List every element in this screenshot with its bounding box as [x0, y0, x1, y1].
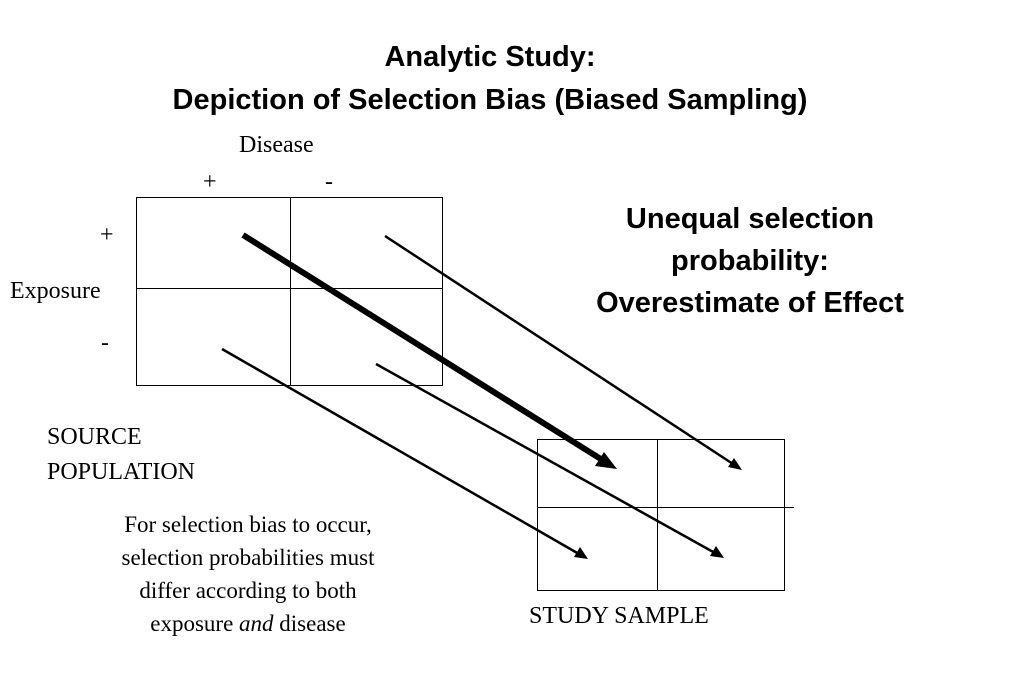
source-population-table: [136, 197, 443, 386]
arrow-exposed-diseased: [241, 232, 617, 469]
note-line-4-emphasis: and: [239, 611, 274, 636]
disease-plus-label: +: [203, 169, 217, 195]
exposure-plus-label: +: [100, 222, 114, 248]
title-line-2: Depiction of Selection Bias (Biased Samp…: [172, 84, 808, 116]
diagram-title: Analytic Study: Depiction of Selection B…: [0, 36, 980, 122]
note-line-4-post: disease: [273, 611, 346, 636]
title-line-1: Analytic Study:: [384, 41, 596, 73]
callout-line-2: probability:: [671, 245, 829, 277]
source-table-divider-vertical: [290, 198, 291, 385]
note-line-4-pre: exposure: [150, 611, 240, 636]
exposure-minus-label: -: [101, 330, 109, 356]
source-table-divider-horizontal: [137, 288, 442, 289]
study-sample-label: STUDY SAMPLE: [529, 603, 709, 629]
study-sample-table: [537, 439, 794, 591]
source-population-label: SOURCE POPULATION: [47, 420, 195, 490]
footnote-text: For selection bias to occur, selection p…: [60, 508, 436, 640]
note-line-1: For selection bias to occur,: [124, 512, 372, 537]
callout-line-1: Unequal selection: [625, 203, 875, 235]
source-label-line-2: POPULATION: [47, 459, 196, 485]
arrow-unexposed-nondiseased: [375, 362, 724, 558]
note-line-3: differ according to both: [139, 578, 357, 603]
note-line-2: selection probabilities must: [121, 545, 375, 570]
disease-minus-label: -: [325, 169, 333, 195]
source-label-line-1: SOURCE: [47, 424, 142, 450]
note-line-4: exposure and disease: [60, 607, 436, 640]
sample-table-divider-vertical: [657, 440, 658, 590]
callout-line-3: Overestimate of Effect: [596, 287, 904, 319]
callout-text: Unequal selection probability: Overestim…: [540, 198, 960, 324]
exposure-header: Exposure: [10, 278, 101, 304]
arrow-exposed-nondiseased: [384, 234, 742, 470]
arrow-unexposed-diseased: [221, 347, 588, 559]
disease-header: Disease: [239, 132, 314, 158]
sample-table-divider-horizontal: [538, 507, 794, 508]
